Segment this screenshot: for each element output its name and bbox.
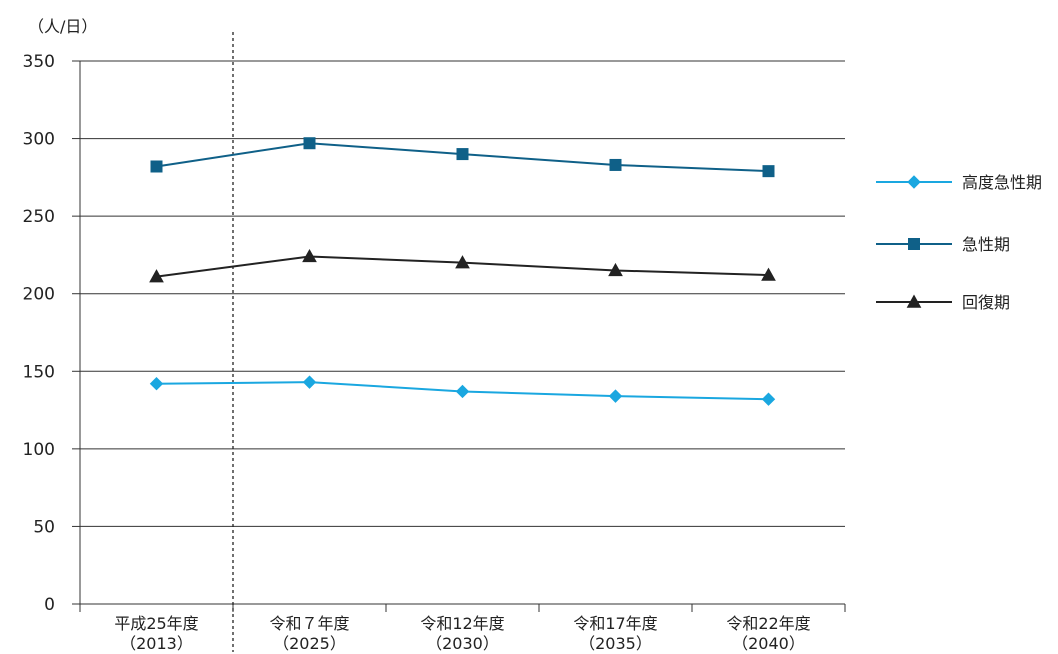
data-point-marker bbox=[608, 389, 623, 403]
data-point-marker bbox=[149, 376, 164, 391]
series-group bbox=[149, 137, 776, 406]
legend-label: 急性期 bbox=[962, 235, 1010, 254]
axes bbox=[72, 60, 846, 612]
legend-marker bbox=[906, 294, 922, 308]
y-tick-label: 0 bbox=[44, 595, 55, 615]
data-point-marker bbox=[456, 148, 469, 161]
y-tick-label: 200 bbox=[23, 285, 55, 305]
legend-label: 回復期 bbox=[962, 293, 1010, 312]
series-1 bbox=[149, 375, 776, 406]
legend-item: 急性期 bbox=[876, 235, 1010, 254]
data-point-marker bbox=[455, 255, 470, 269]
x-tick-label: 令和12年度（2030） bbox=[420, 614, 504, 653]
y-tick-label: 150 bbox=[23, 362, 55, 382]
series-3 bbox=[149, 248, 776, 283]
data-point-marker bbox=[762, 165, 775, 178]
y-axis-unit-label: （人/日） bbox=[28, 17, 97, 36]
x-tick-label: 令和７年度（2025） bbox=[269, 614, 349, 653]
y-tick-label: 350 bbox=[23, 52, 55, 72]
legend-marker bbox=[907, 175, 921, 189]
gridlines bbox=[80, 60, 845, 527]
data-point-marker bbox=[608, 262, 623, 277]
x-tick-label-line: （2013） bbox=[120, 634, 193, 653]
legend-item: 回復期 bbox=[876, 293, 1010, 312]
data-point-marker bbox=[302, 248, 317, 263]
x-tick-label-line: （2040） bbox=[732, 634, 805, 653]
y-tick-label: 250 bbox=[23, 207, 55, 227]
legend-item: 高度急性期 bbox=[876, 173, 1042, 192]
data-point-marker bbox=[149, 269, 164, 283]
data-point-marker bbox=[609, 158, 622, 171]
data-point-marker bbox=[150, 160, 163, 173]
legend-marker bbox=[908, 238, 920, 250]
y-axis-tick-labels: 0 50 100 150 200 250 300 350 bbox=[23, 52, 55, 615]
y-tick-label: 100 bbox=[23, 440, 55, 460]
x-tick-label-line: （2035） bbox=[579, 634, 652, 653]
legend-label: 高度急性期 bbox=[962, 173, 1042, 192]
x-axis-tick-labels: 平成25年度（2013） 令和７年度（2025） 令和12年度（2030） 令和17年… bbox=[114, 614, 810, 653]
x-tick-label: 令和17年度（2035） bbox=[573, 614, 657, 653]
x-tick-label-line: （2030） bbox=[426, 634, 499, 653]
y-tick-label: 50 bbox=[33, 517, 55, 537]
data-point-marker bbox=[302, 375, 317, 389]
x-tick-label-line: 令和12年度 bbox=[420, 614, 504, 633]
data-point-marker bbox=[761, 267, 776, 281]
x-tick-label-line: 令和７年度 bbox=[269, 614, 349, 633]
y-tick-label: 300 bbox=[23, 130, 55, 150]
x-tick-label: 平成25年度（2013） bbox=[114, 614, 198, 653]
x-tick-label-line: 令和22年度 bbox=[726, 614, 810, 633]
x-tick-label-line: 令和17年度 bbox=[573, 614, 657, 633]
series-2 bbox=[150, 137, 775, 178]
x-tick-label-line: （2025） bbox=[273, 634, 346, 653]
data-point-marker bbox=[761, 392, 776, 406]
x-tick-label: 令和22年度（2040） bbox=[726, 614, 810, 653]
data-point-marker bbox=[303, 137, 316, 150]
x-tick-label-line: 平成25年度 bbox=[114, 614, 198, 633]
data-point-marker bbox=[455, 384, 470, 399]
